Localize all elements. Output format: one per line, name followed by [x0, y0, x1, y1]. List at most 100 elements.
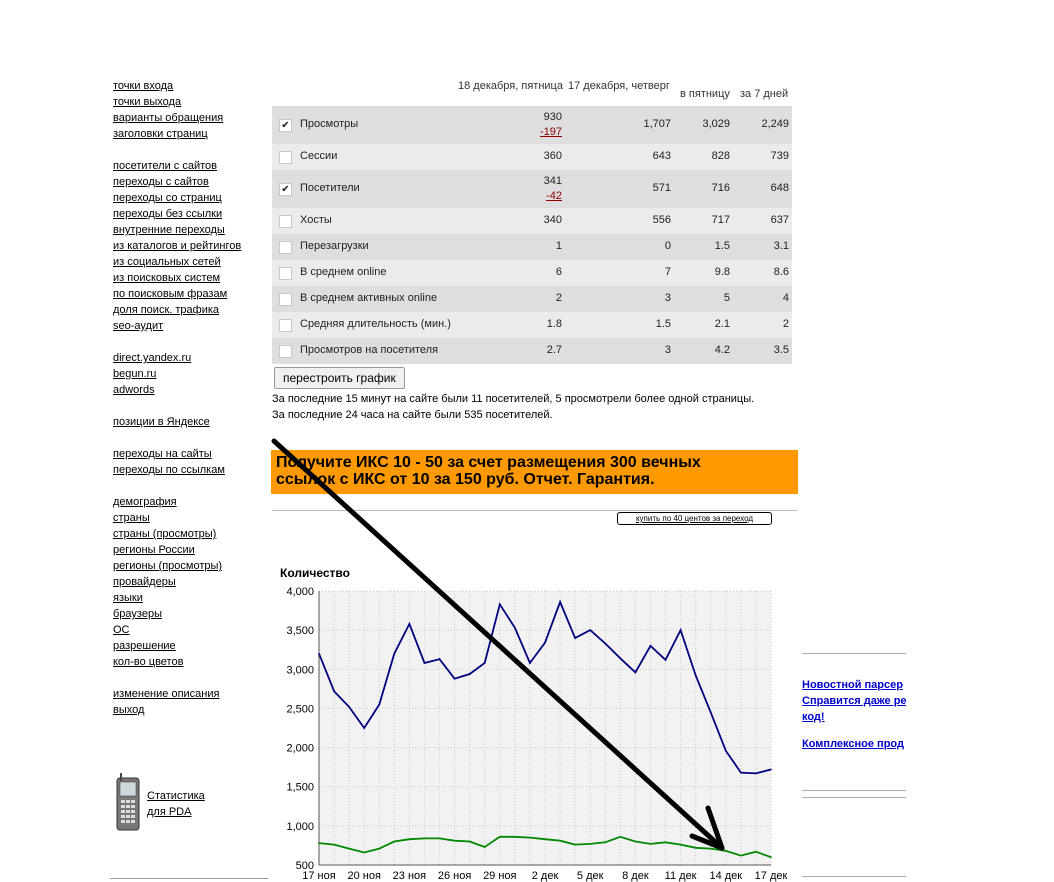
nav-link[interactable]: переходы по ссылкам: [113, 464, 225, 476]
metric-value-v2: 1,707: [643, 118, 671, 130]
metric-checkbox[interactable]: [279, 319, 292, 332]
nav-link[interactable]: кол-во цветов: [113, 656, 184, 668]
nav-link[interactable]: выход: [113, 704, 145, 716]
nav-link[interactable]: из поисковых систем: [113, 272, 221, 284]
nav-link[interactable]: заголовки страниц: [113, 128, 208, 140]
metric-checkbox[interactable]: ✔: [279, 119, 292, 132]
metric-value-v2: 3: [664, 292, 671, 304]
info-last-24-hours: За последние 24 часа на сайте были 535 п…: [272, 409, 553, 421]
chart-x-tick-label: 14 дек: [709, 870, 742, 882]
nav-link[interactable]: разрешение: [113, 640, 176, 652]
chart-point: [378, 847, 381, 850]
stats-row: В среднем активных online 2 3 5 4: [272, 286, 792, 312]
chart-point: [664, 841, 667, 844]
chart-y-tick-label: 500: [296, 860, 314, 872]
nav-link[interactable]: регионы (просмотры): [113, 560, 223, 572]
metric-checkbox[interactable]: [279, 151, 292, 164]
traffic-line-chart: Количество 500 1,000 1,500 2,000 2,500 3,000 3…: [280, 566, 788, 882]
chart-point: [363, 727, 365, 729]
metric-checkbox[interactable]: [279, 345, 292, 358]
nav-link[interactable]: варианты обращения: [113, 112, 224, 124]
metric-value-v3: 2.1: [714, 318, 730, 330]
chart-x-tick-label: 2 дек: [532, 870, 559, 882]
nav-link[interactable]: seo-аудит: [113, 320, 164, 332]
metric-value-v2: 7: [664, 266, 671, 278]
nav-link[interactable]: страны (просмотры): [113, 528, 217, 540]
rebuild-chart-button[interactable]: перестроить график: [274, 367, 405, 389]
metric-value-v1: 340: [543, 214, 562, 226]
metric-checkbox[interactable]: ✔: [279, 183, 292, 196]
chart-point: [468, 840, 471, 843]
metric-value-v1: 1.8: [546, 318, 562, 330]
nav-link[interactable]: доля поиск. трафика: [113, 304, 220, 316]
metric-checkbox[interactable]: [279, 241, 292, 254]
metric-value-v4: 739: [770, 150, 789, 162]
metric-label: В среднем активных online: [300, 292, 438, 304]
info-last-15-min: За последние 15 минут на сайте были 11 п…: [272, 393, 755, 405]
nav-link[interactable]: изменение описания: [113, 688, 220, 700]
nav-link[interactable]: по поисковым фразам: [113, 288, 228, 300]
right-ad-link-2[interactable]: Справится даже ре: [802, 695, 906, 707]
chart-point: [499, 836, 501, 838]
metric-value-v2: 1.5: [655, 318, 671, 330]
nav-link[interactable]: переходы на сайты: [113, 448, 212, 460]
nav-group-gap: [113, 670, 273, 686]
metric-label: Просмотры: [300, 118, 359, 130]
nav-link[interactable]: позиции в Яндексе: [113, 416, 210, 428]
metric-checkbox[interactable]: [279, 215, 292, 228]
metric-value-v2: 643: [652, 150, 671, 162]
ad-banner-line1: Получите ИКС 10 - 50 за счет размещения …: [276, 454, 701, 471]
nav-link[interactable]: провайдеры: [113, 576, 176, 588]
metric-checkbox[interactable]: [279, 267, 292, 280]
pda-promo[interactable]: Статистика для PDA: [113, 772, 243, 834]
nav-link[interactable]: ОС: [113, 624, 130, 636]
nav-link[interactable]: регионы России: [113, 544, 195, 556]
pda-link-line1[interactable]: Статистика: [147, 790, 205, 802]
metric-value-v1: 2: [555, 292, 562, 304]
metric-value-v4: 2,249: [761, 118, 789, 130]
nav-link[interactable]: точки выхода: [113, 96, 182, 108]
nav-link[interactable]: из каталогов и рейтингов: [113, 240, 242, 252]
ad-banner[interactable]: Получите ИКС 10 - 50 за счет размещения …: [271, 450, 798, 494]
chart-point: [664, 659, 667, 661]
nav-link[interactable]: браузеры: [113, 608, 162, 620]
chart-point: [453, 839, 456, 842]
nav-link[interactable]: adwords: [113, 384, 155, 396]
nav-link[interactable]: direct.yandex.ru: [113, 352, 192, 364]
nav-link[interactable]: посетители с сайтов: [113, 160, 217, 172]
chart-point: [483, 846, 486, 848]
chart-point: [589, 629, 591, 631]
nav-link[interactable]: переходы без ссылки: [113, 208, 223, 220]
stats-row: Хосты 340 556 717 637: [272, 208, 792, 234]
metric-checkbox[interactable]: [279, 293, 292, 306]
chart-point: [619, 657, 622, 660]
metric-value-v3: 716: [711, 182, 730, 194]
metric-value-v2: 3: [664, 344, 671, 356]
nav-link[interactable]: точки входа: [113, 80, 174, 92]
nav-link[interactable]: переходы со страниц: [113, 192, 222, 204]
right-ad-link-4[interactable]: Комплексное прод: [802, 738, 904, 750]
nav-link[interactable]: begun.ru: [113, 368, 157, 380]
right-ad-link-1[interactable]: Новостной парсер: [802, 679, 903, 691]
nav-link[interactable]: внутренние переходы: [113, 224, 225, 236]
metric-delta-link[interactable]: -42: [546, 190, 562, 202]
right-ad-link-3[interactable]: код!: [802, 711, 825, 723]
chart-point: [770, 768, 772, 771]
nav-link[interactable]: из социальных сетей: [113, 256, 221, 268]
chart-point: [499, 603, 501, 606]
nav-link[interactable]: страны: [113, 512, 150, 524]
metric-value-v3: 4.2: [714, 344, 730, 356]
chart-y-tick-label: 3,000: [286, 664, 314, 676]
chart-point: [333, 843, 335, 846]
pda-link-line2[interactable]: для PDA: [147, 806, 192, 818]
nav-link[interactable]: языки: [113, 592, 143, 604]
nav-link[interactable]: демография: [113, 496, 177, 508]
buy-traffic-link[interactable]: купить по 40 центов за переход: [617, 512, 772, 525]
nav-link[interactable]: переходы с сайтов: [113, 176, 209, 188]
chart-point: [574, 637, 576, 639]
metric-delta-link[interactable]: -197: [539, 126, 562, 138]
nav-group-gap: [113, 398, 273, 414]
chart-point: [694, 846, 697, 849]
chart-point: [438, 658, 441, 660]
metric-value-v4: 637: [770, 214, 789, 226]
